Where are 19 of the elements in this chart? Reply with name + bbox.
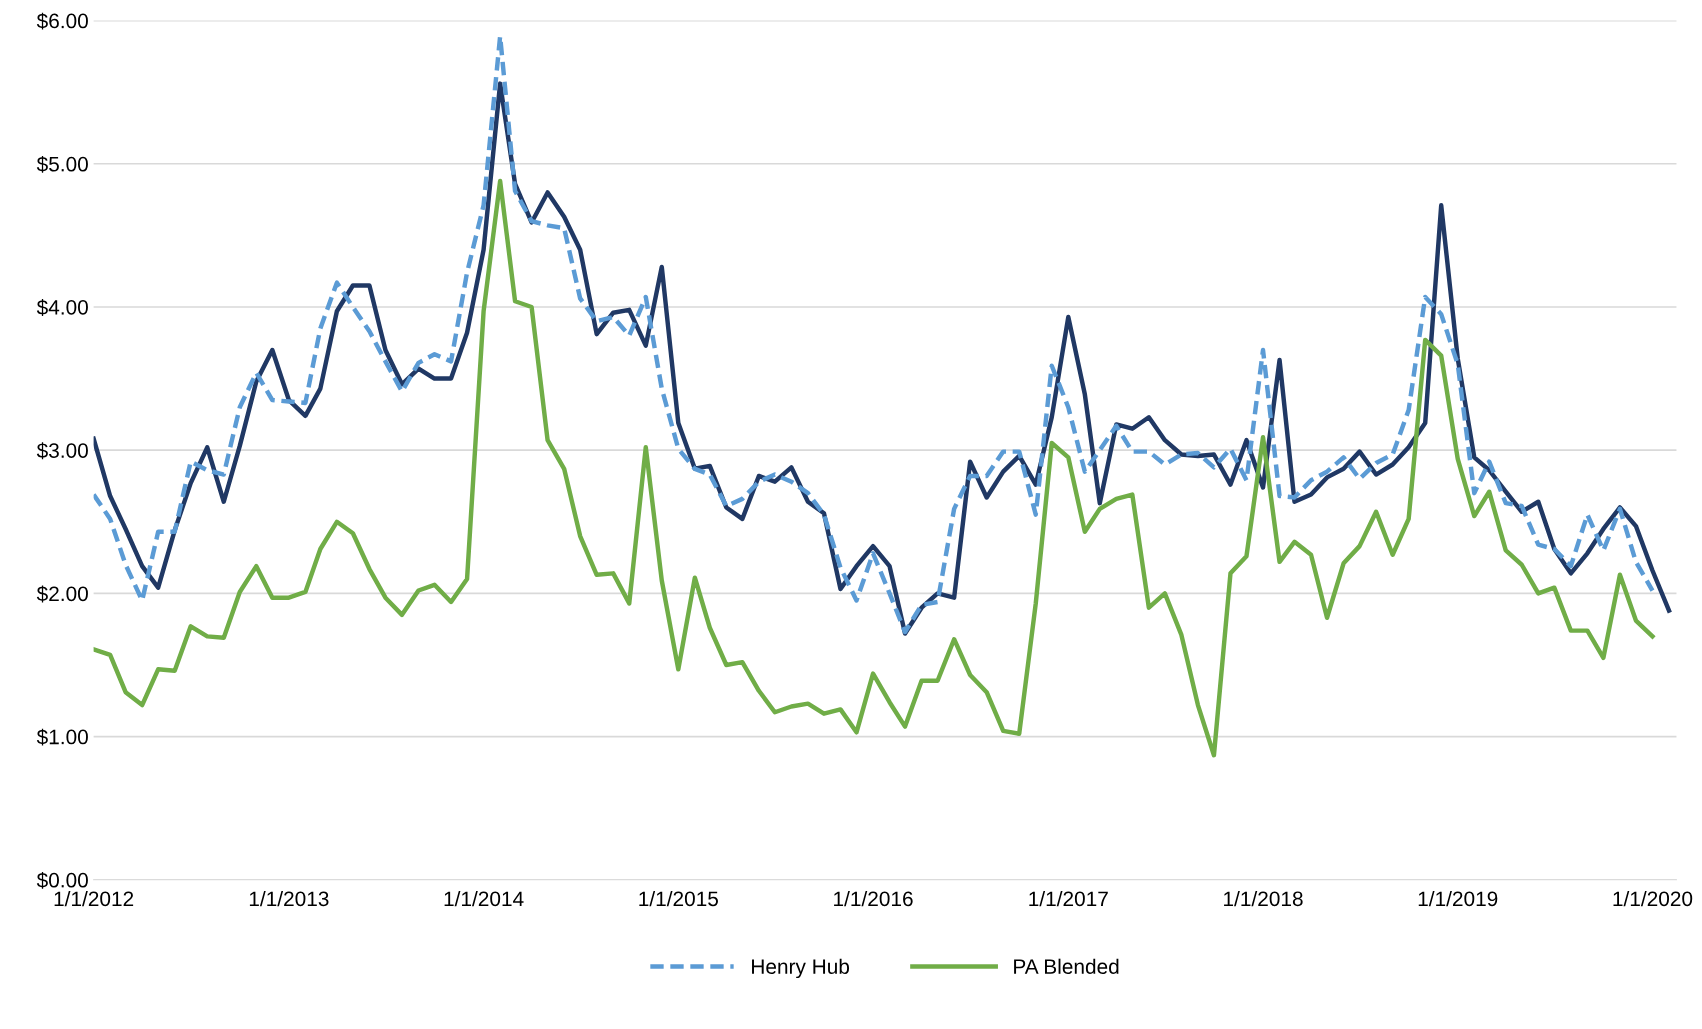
y-tick-label: $3.00 [36,442,88,460]
legend-label: PA Blended [1014,958,1119,974]
y-tick-label: $2.00 [36,585,88,603]
y-tick-label: $4.00 [36,299,88,316]
y-tick-label: $5.00 [36,155,88,173]
x-tick-label: 1/1/2017 [1029,890,1108,907]
x-tick-label: 1/1/2018 [1224,890,1303,907]
x-tick-label: 1/1/2020 [1613,890,1693,907]
line-series [93,178,1655,758]
x-tick-label: 1/1/2012 [54,890,134,907]
x-tick-label: 1/1/2014 [444,890,524,907]
x-tick-label: 1/1/2019 [1418,890,1498,907]
y-tick-label: $6.00 [36,12,88,30]
x-tick-label: 1/1/2013 [249,890,329,907]
x-tick-label: 1/1/2015 [639,890,718,907]
y-tick-label: $0.00 [36,871,88,889]
x-tick-label: 1/1/2016 [834,890,913,907]
legend-label: Henry Hub [752,958,850,979]
y-tick-label: $1.00 [36,728,88,746]
